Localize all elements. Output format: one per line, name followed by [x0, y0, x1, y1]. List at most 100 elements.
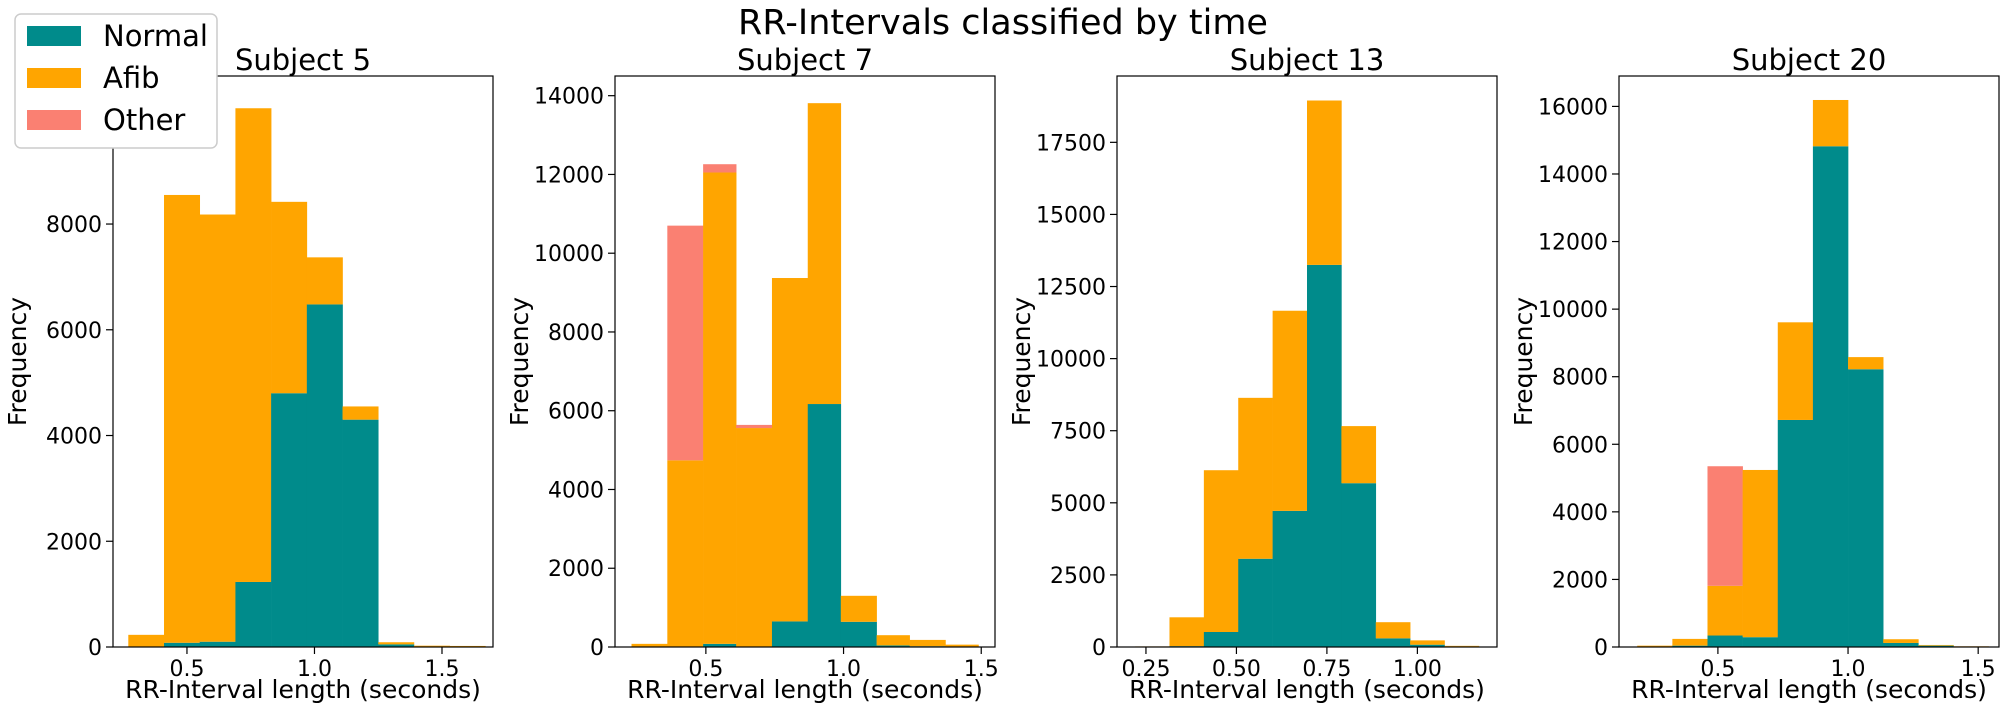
bar-afib-bin-1 — [1637, 645, 1673, 647]
x-axis-label: RR-Interval length (seconds) — [125, 675, 481, 704]
bar-normal-bin-6 — [1307, 264, 1342, 647]
x-tick-label: 1.5 — [424, 657, 459, 682]
x-tick-label: 0.5 — [169, 657, 204, 682]
bar-other-bin-3 — [703, 164, 737, 173]
y-tick-label: 5000 — [1050, 492, 1106, 517]
y-tick-label: 12000 — [534, 163, 604, 188]
bar-normal-bin-8 — [1883, 642, 1919, 647]
y-axis-label: Frequency — [1509, 297, 1538, 426]
legend-swatch-normal — [27, 26, 81, 46]
bar-normal-bin-4 — [1238, 558, 1273, 647]
bar-afib-bin-7 — [1848, 357, 1884, 370]
bar-normal-bin-3 — [1203, 632, 1239, 647]
bar-normal-bin-7 — [840, 621, 877, 647]
bar-afib-bin-6 — [306, 257, 343, 305]
bar-afib-bin-6 — [1307, 100, 1342, 265]
y-tick-label: 0 — [1092, 636, 1106, 661]
bar-normal-bin-8 — [1375, 638, 1411, 647]
bar-normal-bin-3 — [703, 643, 737, 647]
y-tick-label: 8000 — [1552, 366, 1608, 391]
bar-afib-bin-8 — [876, 635, 910, 646]
y-tick-label: 6000 — [548, 400, 604, 425]
bar-normal-bin-7 — [1341, 483, 1377, 647]
bar-afib-bin-6 — [807, 103, 842, 405]
bar-afib-bin-9 — [1410, 640, 1445, 645]
bar-normal-bin-9 — [1410, 644, 1445, 647]
x-tick-label: 1.5 — [964, 657, 999, 682]
y-tick-label: 4000 — [1552, 501, 1608, 526]
bar-afib-bin-10 — [945, 644, 979, 647]
bar-normal-bin-7 — [1848, 369, 1884, 647]
y-tick-label: 6000 — [46, 319, 102, 344]
y-tick-label: 2000 — [46, 530, 102, 555]
bar-normal-bin-4 — [235, 581, 272, 647]
bar-normal-bin-9 — [1918, 645, 1954, 647]
x-tick-label: 1.00 — [1393, 657, 1442, 682]
y-tick-label: 0 — [88, 636, 102, 661]
bar-afib-bin-8 — [378, 642, 415, 645]
panel-title: Subject 7 — [737, 43, 873, 77]
bar-afib-bin-9 — [413, 645, 450, 647]
y-axis-label: Frequency — [3, 297, 32, 426]
bar-afib-bin-4 — [1742, 469, 1779, 638]
y-tick-label: 12500 — [1036, 276, 1106, 301]
x-tick-label: 1.0 — [1831, 657, 1866, 682]
bar-afib-bin-2 — [1672, 638, 1708, 646]
bar-other-bin-4 — [736, 424, 773, 429]
bar-afib-bin-2 — [164, 194, 201, 643]
bar-afib-bin-2 — [667, 460, 704, 647]
y-tick-label: 10000 — [534, 242, 604, 267]
panel-title: Subject 13 — [1230, 43, 1385, 77]
bar-afib-bin-1 — [128, 634, 165, 647]
bar-afib-bin-5 — [1777, 322, 1814, 420]
bar-afib-bin-10 — [1444, 645, 1480, 647]
bar-normal-bin-4 — [1742, 637, 1779, 647]
x-tick-label: 0.25 — [1121, 657, 1170, 682]
bar-afib-bin-2 — [1169, 617, 1205, 647]
x-axis-label: RR-Interval length (seconds) — [1631, 675, 1987, 704]
x-axis-label: RR-Interval length (seconds) — [1129, 675, 1485, 704]
bar-afib-bin-5 — [771, 278, 809, 622]
bar-normal-bin-8 — [876, 645, 910, 647]
chart-panels: 0.5 1.0 1.5 0 2000 4000 6000 8000 Subject 5 RR-In… — [3, 43, 2000, 704]
bar-afib-bin-7 — [1341, 426, 1377, 484]
legend-swatch-other — [27, 110, 81, 130]
bar-afib-bin-5 — [1272, 310, 1308, 511]
y-tick-label: 0 — [1594, 636, 1608, 661]
legend-label-other: Other — [103, 103, 185, 137]
x-tick-label: 0.75 — [1302, 657, 1351, 682]
figure-title: RR-Intervals classified by time — [738, 3, 1268, 43]
bar-other-bin-2 — [667, 225, 704, 461]
y-tick-label: 16000 — [1538, 95, 1608, 120]
bar-afib-bin-5 — [271, 201, 308, 394]
panel-title: Subject 5 — [235, 43, 371, 77]
bar-afib-bin-3 — [1203, 470, 1239, 632]
bar-afib-bin-7 — [342, 406, 379, 420]
y-axis-label: Frequency — [505, 297, 534, 426]
chart-panel-2: 0.5 1.0 1.5 0 2000 4000 6000 8000 10000 12000 1400… — [505, 43, 999, 704]
bar-normal-bin-5 — [771, 621, 809, 647]
bar-normal-bin-3 — [1707, 635, 1743, 647]
y-tick-label: 6000 — [1552, 433, 1608, 458]
axes-frame — [614, 75, 996, 648]
chart-panel-1: 0.5 1.0 1.5 0 2000 4000 6000 8000 Subject 5 RR-In… — [3, 43, 494, 704]
y-tick-label: 0 — [590, 636, 604, 661]
bar-normal-bin-2 — [1672, 645, 1708, 647]
axes-frame — [112, 75, 494, 648]
bar-normal-bin-7 — [342, 419, 379, 647]
panel-title: Subject 20 — [1732, 43, 1887, 77]
y-tick-label: 2000 — [548, 557, 604, 582]
legend-label-normal: Normal — [103, 19, 208, 53]
chart-panel-3: 0.25 0.50 0.75 1.00 0 2500 5000 7500 10000 12500 1… — [1007, 43, 1498, 704]
y-tick-label: 4000 — [548, 478, 604, 503]
y-tick-label: 10000 — [1036, 348, 1106, 373]
bar-normal-bin-2 — [164, 642, 201, 647]
y-tick-label: 2000 — [1552, 568, 1608, 593]
y-tick-label: 8000 — [46, 213, 102, 238]
y-tick-label: 4000 — [46, 425, 102, 450]
bar-afib-bin-8 — [1883, 639, 1919, 643]
bar-afib-bin-3 — [1707, 585, 1743, 636]
y-tick-label: 17500 — [1036, 131, 1106, 156]
bar-normal-bin-5 — [271, 393, 308, 647]
